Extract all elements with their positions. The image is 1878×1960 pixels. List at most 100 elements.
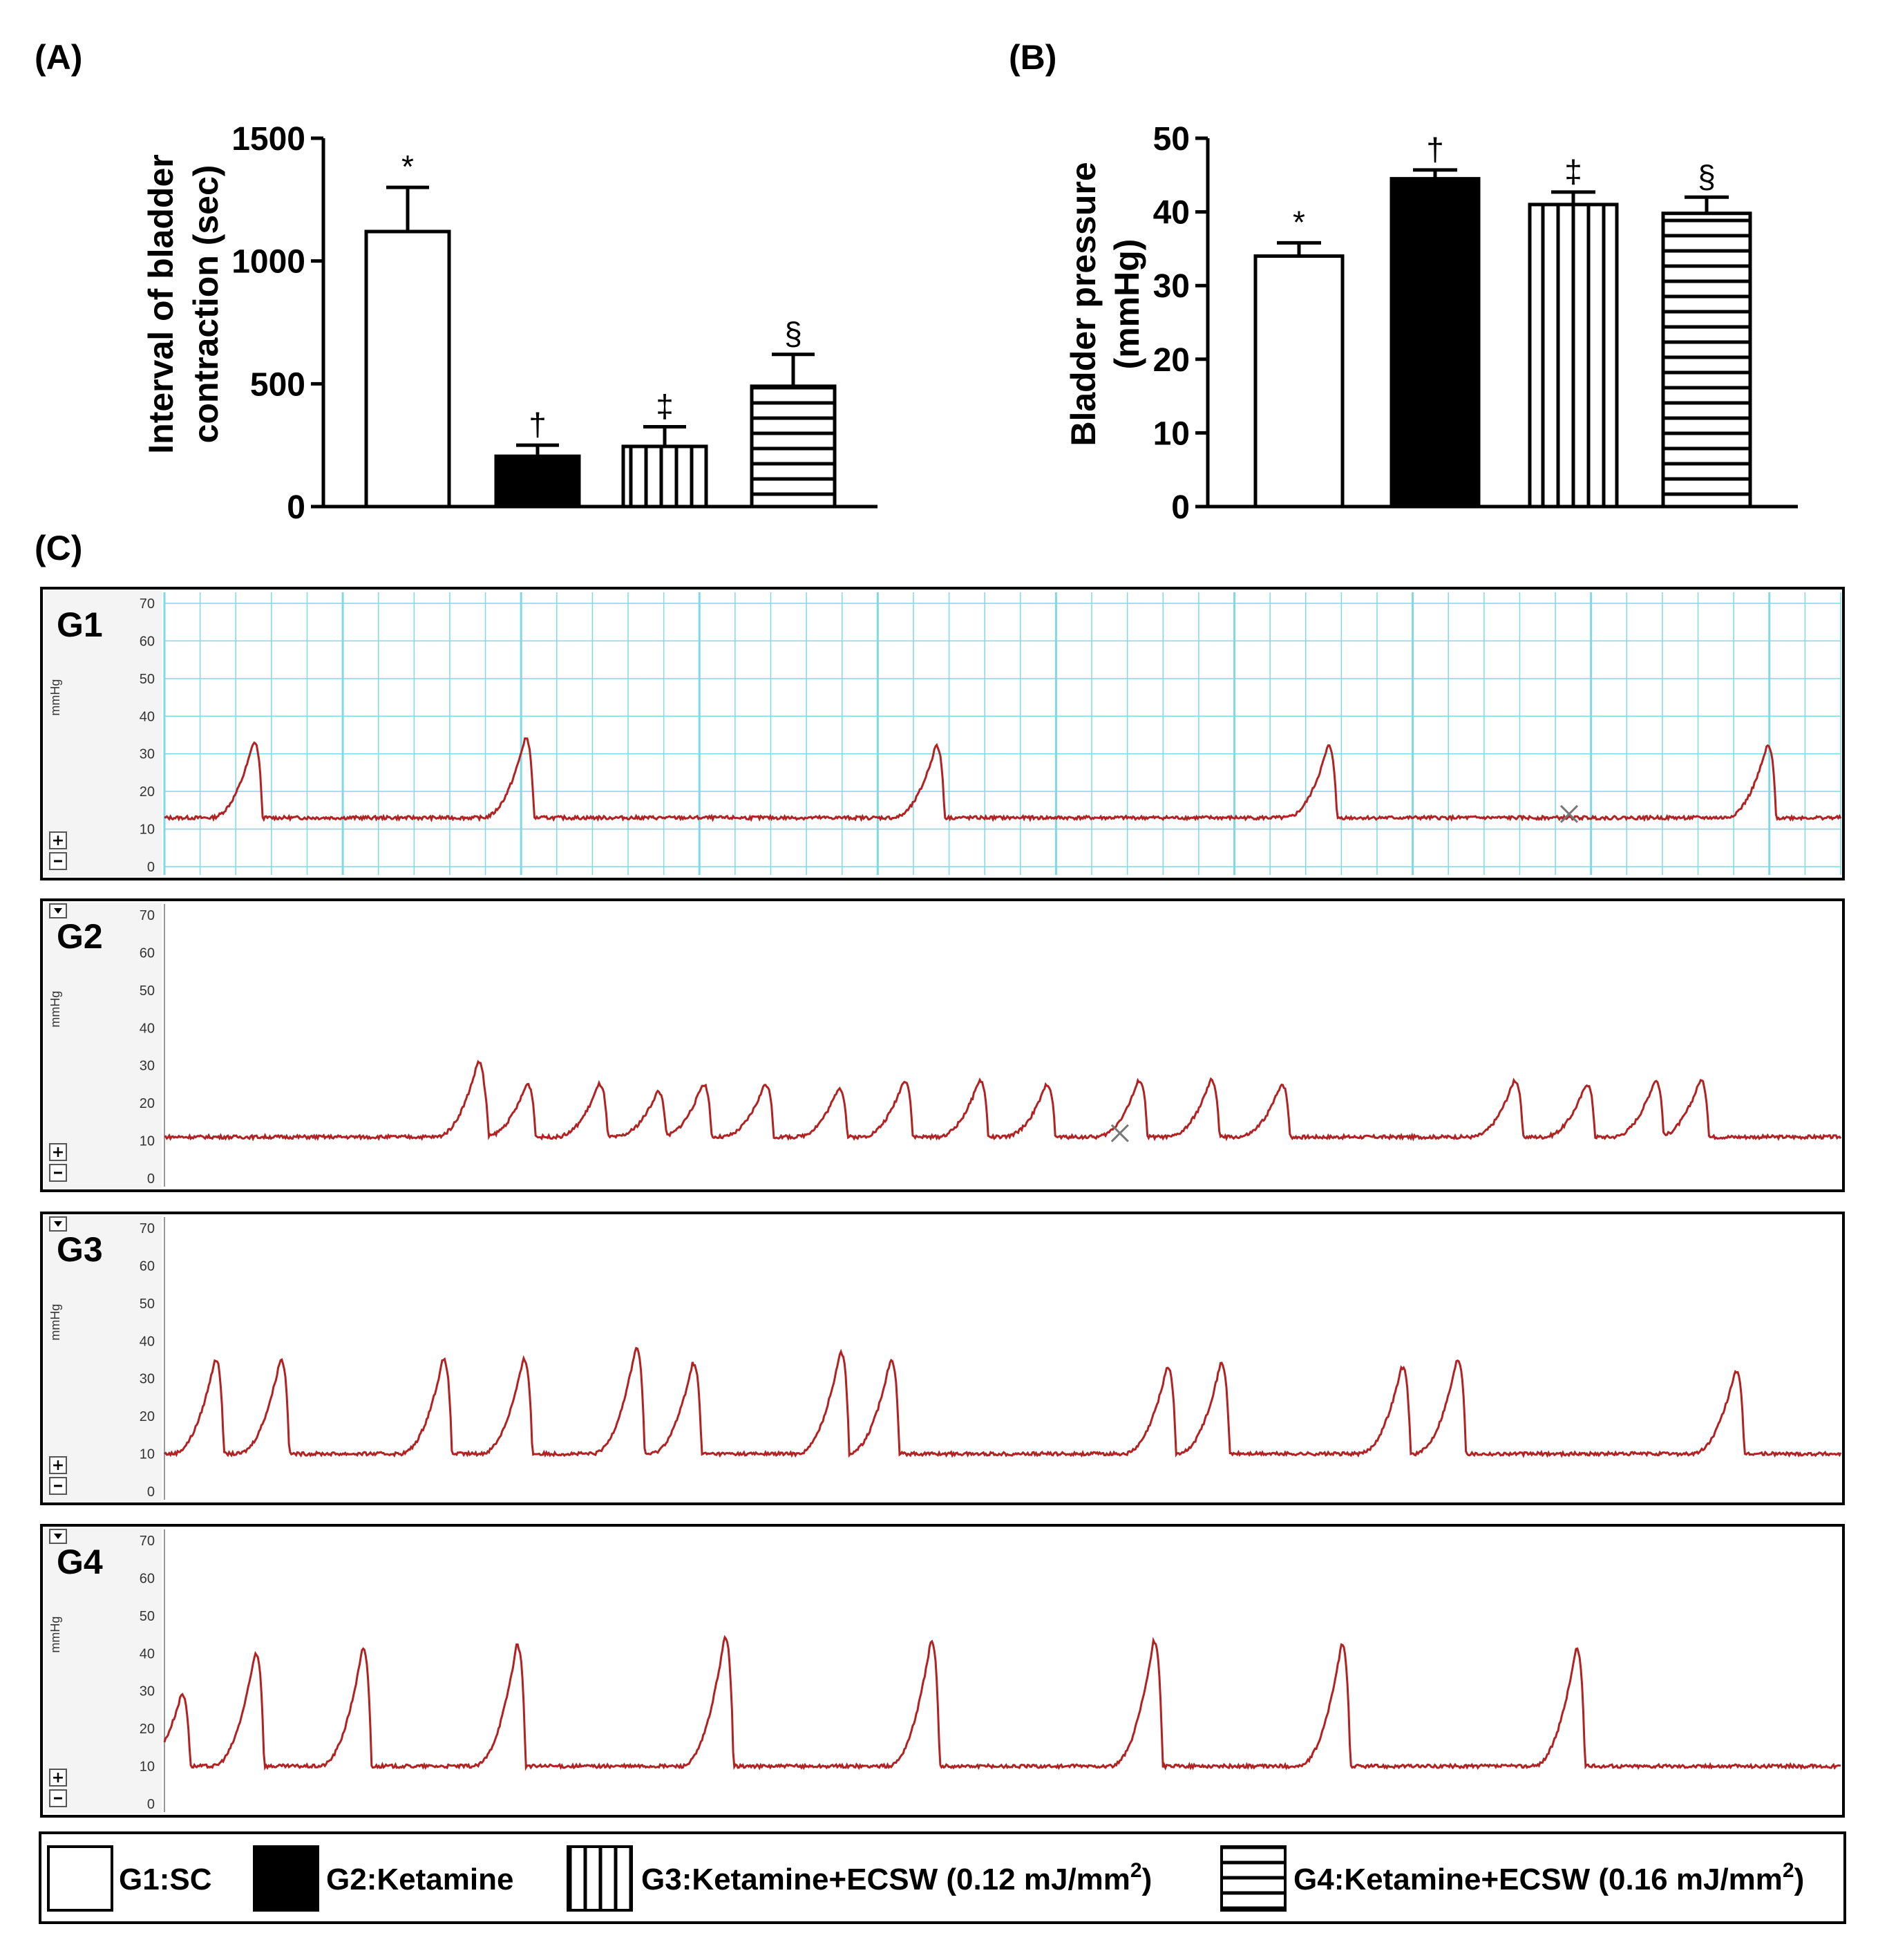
trace-y-tick-label: 10 bbox=[140, 1447, 155, 1462]
trace-panel-gutter bbox=[44, 1216, 162, 1501]
trace-y-tick-label: 20 bbox=[140, 1409, 155, 1424]
trace-y-tick-label: 70 bbox=[140, 596, 155, 612]
trace-panel-frame bbox=[40, 898, 1845, 1192]
trace-y-tick-label: 70 bbox=[140, 908, 155, 923]
chart-b-y-tick-label: 50 bbox=[1153, 121, 1190, 158]
trace-y-tick-label: 30 bbox=[140, 1059, 155, 1074]
legend-swatch bbox=[1220, 1845, 1287, 1912]
legend-label: G1:SC bbox=[119, 1863, 211, 1896]
trace-panel-gutter bbox=[44, 903, 162, 1188]
chart-a-significance-label: § bbox=[784, 316, 802, 352]
trace-y-tick-label: 0 bbox=[147, 1797, 155, 1812]
chart-b-ylabel-line2: (mmHg) bbox=[1108, 239, 1146, 370]
chart-a-significance-label: ‡ bbox=[656, 388, 674, 424]
trace-y-tick-label: 50 bbox=[140, 672, 155, 687]
legend-label: G2:Ketamine bbox=[326, 1863, 513, 1896]
trace-y-tick-label: 60 bbox=[140, 1571, 155, 1586]
trace-y-tick-label: 30 bbox=[140, 1372, 155, 1387]
chart-a-y-tick-label: 1000 bbox=[231, 244, 305, 281]
chart-b-y-tick-label: 30 bbox=[1153, 268, 1190, 305]
legend-label: G3:Ketamine+ECSW (0.12 mJ/mm2) bbox=[641, 1859, 1152, 1896]
trace-y-tick-label: 70 bbox=[140, 1221, 155, 1236]
pressure-traces: 0 10 20 30 40 50 60 70 mmHg G1 +0 10 20 30 40 50 60 70 mmH… bbox=[40, 587, 1845, 1818]
legend-swatch bbox=[567, 1845, 633, 1912]
trace-y-tick-label: 30 bbox=[140, 1684, 155, 1699]
chart-b-y-tick-label: 20 bbox=[1153, 342, 1190, 379]
zoom-out-icon bbox=[49, 1789, 67, 1807]
trace-y-tick-label: 40 bbox=[140, 1021, 155, 1036]
trace-y-tick-label: 50 bbox=[140, 1609, 155, 1624]
trace-panel-gutter bbox=[44, 591, 162, 876]
chart-b-bar bbox=[1389, 177, 1481, 509]
pressure-trace-line bbox=[164, 1059, 1842, 1142]
zoom-in-icon bbox=[49, 1143, 67, 1161]
trace-y-tick-label: 60 bbox=[140, 1259, 155, 1274]
chevron-down-icon bbox=[54, 1534, 62, 1539]
chart-a-significance-label: † bbox=[529, 406, 547, 442]
chart-b-significance-label: ‡ bbox=[1564, 153, 1582, 189]
chart-a-bar bbox=[494, 454, 581, 509]
event-marker-icon bbox=[1559, 804, 1579, 823]
chart-a-y-tick-label: 0 bbox=[287, 489, 305, 526]
trace-y-tick-label: 60 bbox=[140, 634, 155, 649]
zoom-in-icon bbox=[49, 831, 67, 849]
chart-b-y-tick-label: 40 bbox=[1153, 195, 1190, 232]
trace-y-tick-label: 0 bbox=[147, 1485, 155, 1500]
trace-y-tick-label: 50 bbox=[140, 1297, 155, 1312]
legend-swatch bbox=[253, 1845, 319, 1912]
trace-y-tick-label: 20 bbox=[140, 1722, 155, 1737]
chart-b-bar bbox=[1528, 202, 1619, 509]
zoom-in-icon bbox=[49, 1769, 67, 1787]
trace-y-tick-label: 20 bbox=[140, 1096, 155, 1111]
chart-b-bar bbox=[1661, 211, 1752, 509]
zoom-in-glyph: + bbox=[52, 1769, 64, 1787]
zoom-in-icon bbox=[49, 1456, 67, 1474]
trace-y-tick-label: 10 bbox=[140, 1134, 155, 1149]
trace-panel-frame bbox=[40, 1524, 1845, 1818]
trace-y-tick-label: 20 bbox=[140, 784, 155, 800]
trace-panel-g2: 0 10 20 30 40 50 60 70 mmHg G2 + bbox=[40, 898, 1845, 1192]
trace-y-tick-label: 30 bbox=[140, 747, 155, 762]
pressure-trace-line bbox=[163, 1634, 1841, 1771]
trace-y-tick-label: 50 bbox=[140, 983, 155, 999]
trace-group-label: G2 bbox=[57, 917, 103, 956]
trace-y-tick-label: 40 bbox=[140, 1334, 155, 1349]
event-marker-icon bbox=[1110, 1124, 1129, 1142]
panel-label-b: (B) bbox=[1009, 38, 1056, 77]
chart-a-significance-label: * bbox=[401, 149, 414, 185]
trace-panel-frame bbox=[40, 1212, 1845, 1505]
legend-frame bbox=[39, 1831, 1846, 1924]
trace-group-label: G4 bbox=[57, 1543, 103, 1581]
chart-a-bar bbox=[621, 444, 708, 509]
bar-chart-interval: 0 500 1000 1500 * † ‡ § bbox=[231, 121, 878, 526]
zoom-in-glyph: + bbox=[52, 1457, 64, 1474]
trace-y-unit-label: mmHg bbox=[48, 1304, 62, 1341]
trace-panel-g1: 0 10 20 30 40 50 60 70 mmHg G1 + bbox=[40, 587, 1845, 880]
trace-y-tick-label: 40 bbox=[140, 1646, 155, 1661]
chevron-down-icon bbox=[54, 1221, 62, 1227]
chart-a-bar bbox=[364, 229, 451, 509]
chart-a-ylabel-line1: Interval of bladder bbox=[142, 154, 180, 453]
chart-b-significance-label: † bbox=[1426, 131, 1444, 167]
trace-group-label: G1 bbox=[57, 605, 103, 644]
trace-y-tick-label: 10 bbox=[140, 1760, 155, 1775]
chart-a-y-tick-label: 1500 bbox=[231, 121, 305, 158]
chart-b-ylabel-line1: Bladder pressure bbox=[1064, 162, 1103, 446]
legend-label: G4:Ketamine+ECSW (0.16 mJ/mm2) bbox=[1293, 1859, 1804, 1896]
zoom-in-glyph: + bbox=[52, 832, 64, 849]
trace-y-unit-label: mmHg bbox=[48, 991, 62, 1028]
legend: G1:SC G2:Ketamine G3:Ketamine+ECSW (0.12 m… bbox=[39, 1831, 1846, 1924]
pressure-trace-line bbox=[164, 1346, 1842, 1458]
trace-y-tick-label: 10 bbox=[140, 822, 155, 838]
trace-y-tick-label: 0 bbox=[147, 1171, 155, 1187]
zoom-in-glyph: + bbox=[52, 1144, 64, 1161]
chart-b-significance-label: § bbox=[1698, 158, 1716, 194]
trace-panel-frame bbox=[40, 587, 1845, 880]
chart-b-significance-label: * bbox=[1293, 204, 1305, 240]
trace-panel-g3: 0 10 20 30 40 50 60 70 mmHg G3 + bbox=[40, 1212, 1845, 1505]
bar-chart-pressure: 0 10 20 30 40 50 * † ‡ § bbox=[1153, 121, 1798, 526]
chart-a-ylabel-line2: contraction (sec) bbox=[187, 165, 225, 444]
trace-y-tick-label: 60 bbox=[140, 945, 155, 961]
trace-y-unit-label: mmHg bbox=[48, 1617, 62, 1653]
